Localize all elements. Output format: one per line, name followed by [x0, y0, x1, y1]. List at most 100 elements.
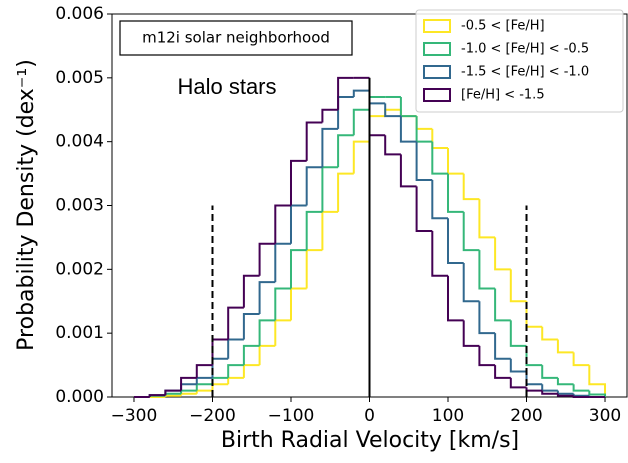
x-tick-label: −100 — [268, 406, 315, 426]
x-tick-label: 200 — [510, 406, 542, 426]
histogram-step — [447, 173, 464, 213]
histogram-step — [258, 319, 276, 346]
histogram-step — [289, 204, 307, 244]
histogram-step — [242, 344, 260, 366]
annotation-box — [119, 20, 353, 56]
legend-label: -1.5 < [Fe/H] < -1.0 — [461, 65, 589, 80]
histogram-step — [305, 121, 323, 161]
histogram-step — [525, 371, 543, 386]
legend-box — [415, 9, 624, 113]
histogram-step — [509, 358, 527, 373]
histogram-step — [431, 141, 449, 175]
histogram-step — [588, 390, 607, 397]
histogram-step — [462, 173, 480, 201]
histogram-step — [556, 393, 574, 397]
histogram-step — [289, 249, 307, 289]
histogram-step — [462, 262, 480, 303]
histogram-step — [525, 387, 543, 392]
histogram-step — [431, 231, 449, 277]
histogram-step — [164, 389, 182, 396]
histogram-step — [195, 364, 213, 378]
histogram-step — [211, 383, 229, 391]
histogram-step — [541, 390, 558, 395]
histogram-step — [494, 237, 511, 271]
histogram-step — [352, 89, 370, 97]
x-tick-label: 0 — [364, 406, 375, 426]
y-tick-label: 0.003 — [55, 196, 104, 216]
histogram-step — [572, 393, 590, 397]
histogram-step — [305, 249, 323, 289]
legend-swatch — [423, 88, 451, 102]
histogram-step — [447, 275, 464, 322]
histogram-step — [242, 364, 260, 378]
legend-label: -1.0 < [Fe/H] < -0.5 — [461, 42, 589, 57]
histogram-step — [258, 281, 276, 315]
histogram-step — [415, 141, 433, 181]
legend-swatch — [423, 42, 451, 56]
histogram-step — [368, 77, 386, 137]
histogram-step — [211, 338, 229, 366]
histogram-step — [478, 345, 496, 367]
histogram-step — [431, 179, 449, 220]
histogram-step — [541, 384, 558, 392]
histogram-step — [447, 148, 464, 175]
histogram-step — [556, 377, 574, 386]
y-tick-label: 0.004 — [55, 132, 104, 152]
histogram-step — [227, 364, 244, 378]
histogram-step — [321, 210, 339, 251]
histogram-step — [572, 352, 590, 367]
histogram-step — [478, 199, 496, 239]
histogram-step — [274, 204, 291, 244]
histogram-step — [462, 320, 480, 347]
y-tick-label: 0.001 — [55, 323, 104, 343]
histogram-step — [525, 301, 543, 328]
histogram-step — [258, 344, 276, 366]
histogram-step — [384, 103, 401, 118]
annotation: Halo stars — [177, 74, 276, 99]
histogram-step — [321, 127, 339, 168]
histogram-step — [384, 135, 401, 156]
histogram-step — [462, 211, 480, 252]
histogram-step — [399, 154, 417, 188]
histogram-step — [572, 395, 590, 398]
y-axis-label: Probability Density (dex⁻¹) — [14, 59, 39, 351]
legend-swatch — [423, 19, 451, 33]
histogram-step — [289, 287, 307, 321]
histogram-step — [352, 108, 370, 136]
histogram-step — [447, 218, 464, 264]
histogram-step — [494, 333, 511, 360]
histogram-step — [274, 319, 291, 346]
histogram-step — [494, 365, 511, 379]
annotation: m12i solar neighborhood — [142, 29, 330, 47]
x-axis-label: Birth Radial Velocity [km/s] — [221, 428, 519, 453]
histogram-step — [572, 384, 590, 392]
y-tick-label: 0.006 — [55, 4, 104, 24]
histogram-step — [478, 301, 496, 335]
x-tick-label: 100 — [432, 406, 464, 426]
histogram-step — [541, 326, 558, 341]
histogram-step — [337, 172, 354, 212]
histogram-step — [242, 313, 260, 340]
histogram-step — [305, 166, 323, 206]
histogram-step — [195, 389, 213, 394]
histogram-step — [305, 210, 323, 251]
histogram-step — [227, 338, 244, 359]
histogram-step — [180, 392, 197, 396]
x-tick-label: −200 — [189, 406, 236, 426]
legend-label: [Fe/H] < -1.5 — [461, 88, 545, 103]
histogram-step — [431, 128, 449, 150]
histogram-step — [148, 394, 166, 397]
y-tick-label: 0.000 — [55, 387, 104, 407]
histogram-step — [494, 288, 511, 322]
histogram-step — [415, 116, 433, 130]
legend-swatch — [423, 65, 451, 79]
histogram-step — [227, 376, 244, 385]
x-tick-label: 300 — [589, 406, 621, 426]
histogram-step — [509, 377, 527, 389]
histogram-step — [352, 140, 370, 174]
histogram-step — [274, 287, 291, 321]
histogram-step — [368, 115, 386, 142]
histogram-step — [588, 365, 607, 397]
histogram-step — [556, 390, 574, 395]
